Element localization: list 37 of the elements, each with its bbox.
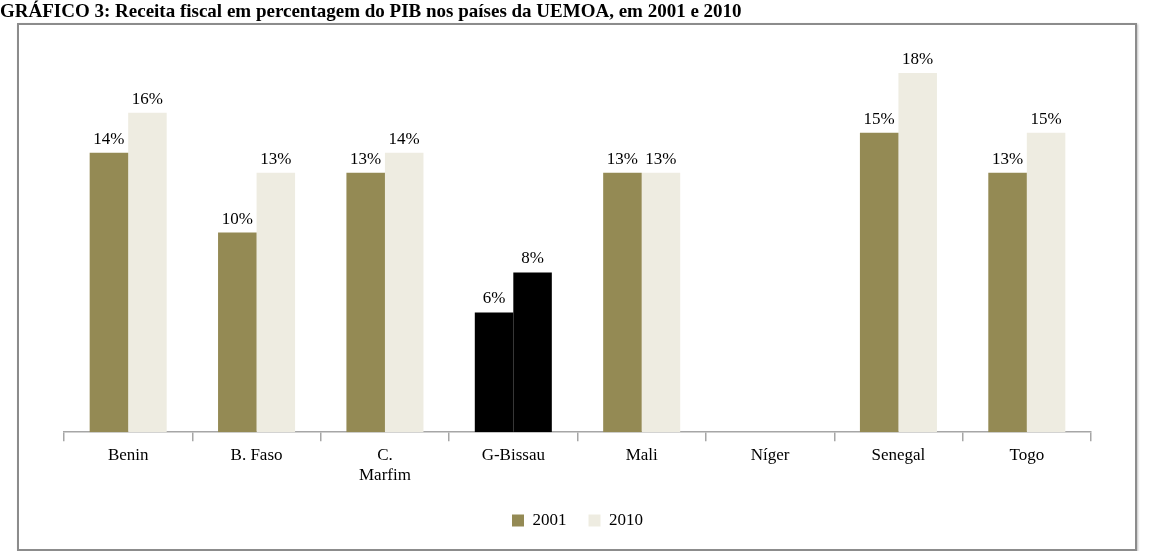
x-tick-label: B. Faso [230, 444, 283, 464]
data-label: 18% [902, 48, 934, 68]
data-label: 6% [482, 288, 506, 308]
bar [384, 152, 424, 433]
bar [988, 172, 1027, 433]
bar [346, 172, 385, 433]
bar [898, 72, 937, 433]
x-tick-label: Mali [625, 444, 659, 464]
legend-label: 2010 [609, 509, 643, 529]
bar [256, 172, 296, 433]
data-label: 14% [93, 128, 125, 148]
x-tick-label: Togo [1009, 444, 1045, 464]
data-label: 13% [260, 148, 292, 168]
data-label: 13% [645, 148, 677, 168]
bar [859, 132, 899, 433]
bar [603, 172, 642, 433]
bar [89, 152, 129, 433]
legend-label: 2001 [532, 509, 567, 529]
chart-title: GRÁFICO 3: Receita fiscal em percentagem do PIB nos países da UEMOA, em 2001 e 2010 [0, 0, 742, 22]
bar [128, 112, 167, 433]
data-label: 13% [606, 148, 639, 168]
x-tick-label: G-Bissau [481, 444, 546, 464]
bar [218, 232, 257, 433]
data-label: 13% [991, 148, 1024, 168]
bar [641, 172, 681, 433]
data-label: 15% [863, 108, 895, 128]
x-tick-label: C. Marfim [358, 444, 411, 485]
x-tick-label: Senegal [871, 444, 926, 464]
data-label: 10% [221, 208, 253, 228]
x-tick-label: Níger [750, 444, 790, 464]
x-tick-label: Benin [107, 444, 149, 464]
bar [1026, 132, 1066, 433]
data-label: 15% [1030, 108, 1062, 128]
data-label: 14% [388, 128, 420, 148]
data-label: 16% [131, 88, 164, 108]
data-label: 13% [350, 148, 382, 168]
data-label: 8% [521, 248, 544, 268]
